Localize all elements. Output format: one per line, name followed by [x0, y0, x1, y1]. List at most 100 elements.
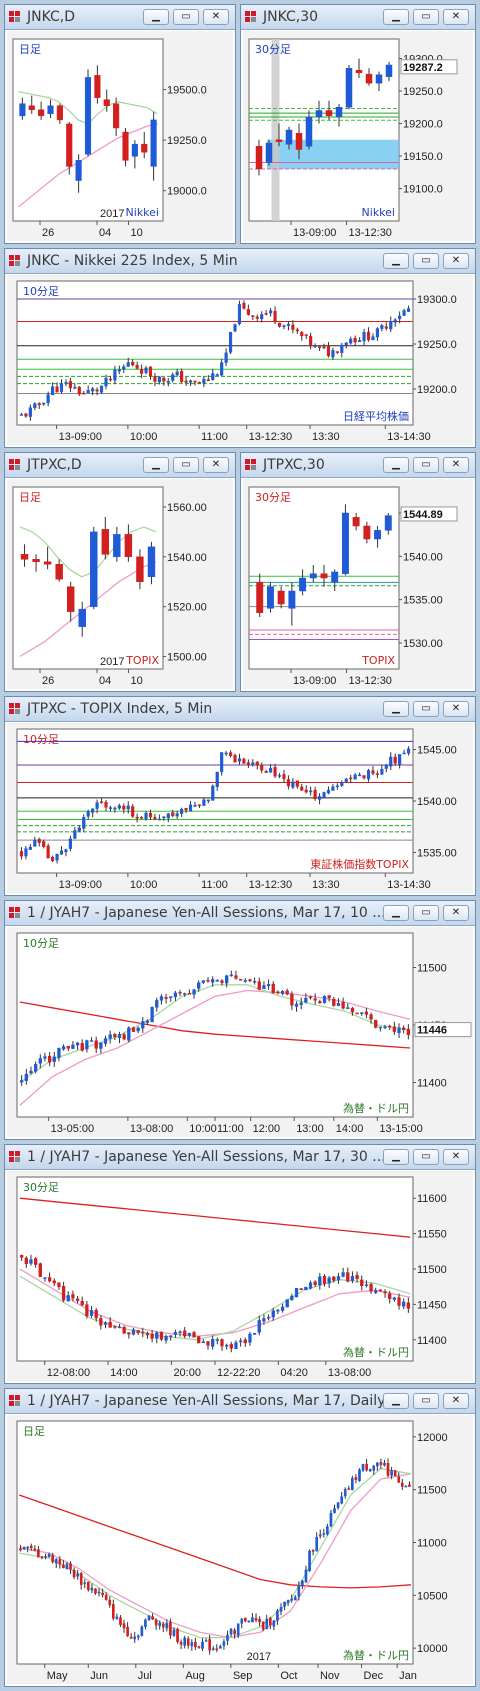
candle — [379, 1458, 383, 1469]
minimize-button[interactable]: ▁ — [383, 701, 409, 717]
minimize-button[interactable]: ▁ — [383, 253, 409, 269]
chart-window-w4[interactable]: JTPXC,D ▁ ▭ ✕ 1560.00 1540.00 1520.00 1500.00 26… — [4, 452, 236, 692]
chart-window-w7[interactable]: 1 / JYAH7 - Japanese Yen-All Sessions, M… — [4, 900, 476, 1140]
candle — [237, 300, 242, 326]
candle — [238, 1338, 243, 1347]
maximize-button[interactable]: ▭ — [413, 1149, 439, 1165]
timeframe-label: 日足 — [19, 43, 41, 56]
candle — [304, 993, 308, 1004]
candle — [64, 848, 68, 857]
chart-window-w2[interactable]: JNKC,30▁▭✕19300.019250.019200.019150.019… — [240, 4, 476, 244]
x-tick-label: 13-09:00 — [59, 431, 102, 443]
title-bar[interactable]: JNKC,D ▁ ▭ ✕ — [5, 5, 235, 30]
candle — [103, 1321, 108, 1329]
chart-area[interactable]: 1545.001540.001535.001530.001544.8913-09… — [243, 479, 473, 689]
candle — [243, 978, 247, 983]
close-button[interactable]: ✕ — [203, 9, 229, 25]
title-bar[interactable]: JTPXC,30 ▁ ▭ ✕ — [241, 453, 475, 478]
chart-area[interactable]: 19300.019250.019200.019150.019100.019287… — [243, 31, 473, 241]
title-bar[interactable]: JTPXC - TOPIX Index, 5 Min ▁ ▭ ✕ — [5, 697, 475, 722]
maximize-button[interactable]: ▭ — [413, 253, 439, 269]
minimize-button[interactable]: ▁ — [383, 1393, 409, 1409]
timeframe-label: 30分足 — [23, 1181, 59, 1194]
candle — [369, 1282, 373, 1294]
candle — [366, 327, 371, 342]
close-button[interactable]: ✕ — [443, 253, 469, 269]
chart-window-w5[interactable]: JTPXC,30▁▭✕1545.001540.001535.001530.001… — [240, 452, 476, 692]
close-button[interactable]: ✕ — [443, 9, 469, 25]
close-button[interactable]: ✕ — [443, 701, 469, 717]
minimize-button[interactable]: ▁ — [143, 9, 169, 25]
close-button[interactable]: ✕ — [203, 457, 229, 473]
maximize-button[interactable]: ▭ — [413, 9, 439, 25]
title-bar[interactable]: JNKC,30 ▁ ▭ ✕ — [241, 5, 475, 30]
candle — [148, 809, 153, 821]
chart-area[interactable]: 19500.0 19250.0 19000.0 26 04 10 日足 Nikkei 2017 — [7, 31, 233, 241]
chart-window-w3[interactable]: JNKC - Nikkei 225 Index, 5 Min ▁ ▭ ✕ 19300.0… — [4, 248, 476, 448]
maximize-button[interactable]: ▭ — [413, 1393, 439, 1409]
candle — [286, 321, 291, 331]
candle — [336, 1501, 340, 1510]
candle — [352, 513, 360, 531]
candle — [190, 1639, 194, 1651]
candle — [122, 127, 129, 167]
candle — [226, 1630, 229, 1646]
candle — [211, 1335, 215, 1350]
candle — [257, 977, 261, 991]
chart-window-w8[interactable]: 1 / JYAH7 - Japanese Yen-All Sessions, M… — [4, 1144, 476, 1384]
candle — [193, 801, 197, 808]
candle — [108, 1596, 112, 1608]
close-button[interactable]: ✕ — [443, 1149, 469, 1165]
close-button[interactable]: ✕ — [443, 905, 469, 921]
candle — [46, 391, 50, 407]
minimize-button[interactable]: ▁ — [383, 9, 409, 25]
chart-window-w9[interactable]: 1 / JYAH7 - Japanese Yen-All Sessions, M… — [4, 1388, 476, 1687]
title-bar[interactable]: JNKC - Nikkei 225 Index, 5 Min ▁ ▭ ✕ — [5, 249, 475, 274]
candle — [390, 1466, 393, 1480]
chart-area[interactable]: 12000 11500 11000 10500 10000 May Jun Jul Aug Sep… — [7, 1415, 473, 1684]
minimize-button[interactable]: ▁ — [383, 905, 409, 921]
chart-window-w6[interactable]: JTPXC - TOPIX Index, 5 Min ▁ ▭ ✕ 1545.00 1540… — [4, 696, 476, 896]
candle — [147, 541, 156, 585]
plot-area — [16, 280, 414, 426]
chart-area[interactable]: 11600 11550 11500 11450 11400 12-08:00 14:00 20… — [7, 1171, 473, 1381]
chart-area[interactable]: 1545.00 1540.00 1535.00 13-09:00 10:00 11:00 1… — [7, 723, 473, 893]
close-button[interactable]: ✕ — [443, 1393, 469, 1409]
candle — [300, 783, 304, 791]
maximize-button[interactable]: ▭ — [173, 9, 199, 25]
y-tick-label: 19200.0 — [417, 384, 457, 396]
title-bar[interactable]: 1 / JYAH7 - Japanese Yen-All Sessions, M… — [5, 1389, 475, 1414]
title-bar[interactable]: JTPXC,D ▁ ▭ ✕ — [5, 453, 235, 478]
candle — [197, 381, 202, 384]
candle — [183, 1635, 186, 1649]
maximize-button[interactable]: ▭ — [413, 905, 439, 921]
candle — [164, 1334, 168, 1344]
minimize-button[interactable]: ▁ — [383, 1149, 409, 1165]
candle — [295, 123, 303, 160]
title-bar[interactable]: 1 / JYAH7 - Japanese Yen-All Sessions, M… — [5, 901, 475, 926]
candle — [38, 1262, 42, 1277]
maximize-button[interactable]: ▭ — [413, 457, 439, 473]
maximize-button[interactable]: ▭ — [413, 701, 439, 717]
candle — [77, 386, 81, 397]
candle — [364, 1007, 369, 1019]
candle — [77, 825, 81, 833]
candle — [178, 1330, 182, 1337]
candle — [349, 774, 353, 784]
chart-area[interactable]: 1150011450114001144613-05:0013-08:0010:0… — [7, 927, 473, 1137]
title-bar[interactable]: 1 / JYAH7 - Japanese Yen-All Sessions, M… — [5, 1145, 475, 1170]
candle — [256, 573, 264, 617]
candle — [311, 1549, 315, 1556]
chart-area[interactable]: 19300.0 19250.0 19200.0 13-09:00 10:00 11:00 1… — [7, 275, 473, 445]
candle — [340, 1491, 343, 1505]
minimize-button[interactable]: ▁ — [383, 457, 409, 473]
candle — [86, 809, 90, 820]
minimize-button[interactable]: ▁ — [143, 457, 169, 473]
chart-window-w1[interactable]: JNKC,D ▁ ▭ ✕ 19500.0 19250.0 19000.0 26 04 10 日足 Ni… — [4, 4, 236, 244]
candle — [51, 1552, 54, 1564]
maximize-button[interactable]: ▭ — [173, 457, 199, 473]
chart-area[interactable]: 1560.00 1540.00 1520.00 1500.00 26 04 10 日足 TOPI… — [7, 479, 233, 689]
y-tick-label: 1540.00 — [167, 552, 207, 564]
close-button[interactable]: ✕ — [443, 457, 469, 473]
candle — [327, 995, 331, 1002]
